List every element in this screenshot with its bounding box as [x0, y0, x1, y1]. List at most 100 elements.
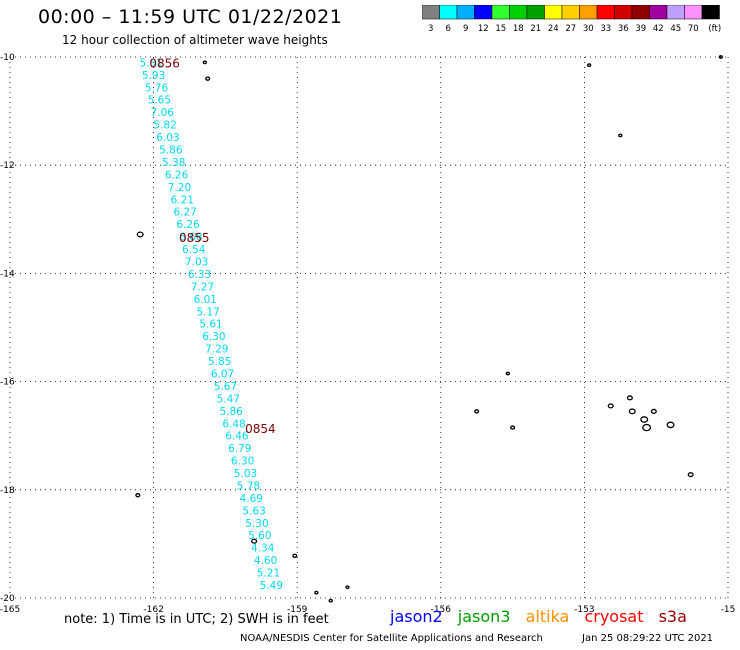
island-outline — [135, 493, 141, 498]
wave-height-value: 6.48 — [222, 418, 245, 430]
legend-label: 6 — [446, 24, 451, 34]
wave-height-value: 6.30 — [202, 331, 225, 343]
wave-height-value: 6.01 — [194, 294, 217, 306]
legend-label: 33 — [600, 24, 611, 34]
island-outline — [618, 133, 623, 138]
map-subtitle: 12 hour collection of altimeter wave hei… — [62, 33, 328, 47]
y-tick-label: -18 — [0, 486, 15, 496]
wave-height-value: 5.49 — [260, 580, 283, 592]
wave-height-value: 4.69 — [240, 493, 263, 505]
x-tick-label: -162 — [143, 605, 163, 615]
legend-label: 18 — [513, 24, 524, 34]
legend-label: 24 — [548, 24, 559, 34]
satellite-legend: jason2 jason3 altika cryosat s3a — [390, 607, 697, 626]
pass-time-label: 0856 — [149, 56, 180, 70]
wave-height-value: 7.06 — [151, 107, 175, 119]
wave-height-value: 5.30 — [245, 518, 268, 530]
satellite-jason3: jason3 — [457, 607, 511, 626]
legend-label: 15 — [495, 24, 506, 34]
island-outline — [666, 421, 675, 429]
y-tick-label: -10 — [0, 53, 15, 63]
generated-timestamp: Jan 25 08:29:22 UTC 2021 — [582, 633, 714, 644]
wave-height-value: 6.46 — [225, 431, 249, 443]
legend-label: 21 — [530, 24, 541, 34]
wave-height-value: 6.68 — [179, 232, 202, 244]
y-tick-label: -16 — [0, 378, 15, 388]
legend-label: (ft) — [708, 24, 721, 34]
wave-height-value: 5.93 — [142, 70, 165, 82]
footer-note: note: 1) Time is in UTC; 2) SWH is in fe… — [64, 612, 329, 627]
island-outline — [251, 538, 258, 544]
legend-label: 39 — [635, 24, 646, 34]
island-outline — [314, 590, 319, 595]
island-outline — [607, 403, 614, 409]
wave-height-value: 6.26 — [176, 219, 200, 231]
pass-time-label: 0854 — [245, 422, 276, 436]
satellite-altika: altika — [525, 607, 570, 626]
x-tick-label: -15 — [721, 605, 736, 615]
island-outline — [292, 553, 298, 558]
x-tick-label: -165 — [0, 605, 20, 615]
wave-height-value: 7.03 — [185, 256, 208, 268]
satellite-cryosat: cryosat — [584, 607, 644, 626]
wave-height-value: 5.03 — [234, 468, 257, 480]
wave-height-value: 5.81 — [140, 57, 163, 69]
legend-label: 36 — [618, 24, 629, 34]
wave-height-value: 6.33 — [188, 269, 211, 281]
legend-label: 9 — [463, 24, 468, 34]
wave-height-value: 5.17 — [196, 306, 219, 318]
legend-label: 12 — [478, 24, 489, 34]
island-outline — [205, 76, 211, 81]
legend-swatch — [701, 5, 720, 20]
island-outline — [642, 423, 652, 432]
legend-label: 70 — [688, 24, 699, 34]
wave-height-value: 7.27 — [191, 281, 214, 293]
wave-height-value: 5.65 — [148, 95, 171, 107]
y-tick-label: -14 — [0, 269, 15, 279]
satellite-s3a: s3a — [658, 607, 687, 626]
island-outline — [510, 425, 516, 430]
wave-height-value: 5.86 — [159, 145, 183, 157]
wave-height-value: 7.20 — [168, 182, 191, 194]
x-tick-label: -156 — [431, 605, 452, 615]
island-outline — [345, 585, 350, 590]
island-outline — [687, 472, 694, 478]
x-tick-label: -153 — [574, 605, 594, 615]
wave-height-value: 5.85 — [208, 356, 231, 368]
island-outline — [474, 409, 480, 414]
island-outline — [650, 408, 657, 414]
legend-label: 45 — [670, 24, 681, 34]
wave-height-value: 5.78 — [237, 480, 260, 492]
y-tick-label: -20 — [0, 594, 15, 604]
wave-height-value: 6.21 — [171, 194, 194, 206]
legend-label: 30 — [583, 24, 594, 34]
wave-height-value: 6.26 — [165, 169, 189, 181]
island-outline — [640, 416, 649, 423]
credit-text: NOAA/NESDIS Center for Satellite Applica… — [240, 633, 543, 644]
legend-label: 27 — [565, 24, 576, 34]
wave-height-value: 5.38 — [162, 157, 185, 169]
pass-time-label: 0855 — [179, 231, 210, 245]
wave-height-value: 4.60 — [254, 555, 277, 567]
wave-height-value: 4.34 — [251, 543, 275, 555]
wave-height-value: 7.29 — [205, 344, 228, 356]
satellite-jason2: jason2 — [390, 607, 443, 626]
wave-height-value: 5.47 — [217, 393, 240, 405]
wave-height-value: 6.30 — [231, 456, 254, 468]
map-title: 00:00 – 11:59 UTC 01/22/2021 — [38, 6, 343, 28]
island-outline — [587, 63, 592, 67]
wave-height-value: 5.67 — [214, 381, 237, 393]
wave-height-value: 5.76 — [145, 82, 169, 94]
island-outline — [328, 598, 333, 603]
x-tick-label: -159 — [287, 605, 308, 615]
island-outline — [136, 231, 144, 238]
wave-height-value: 5.21 — [257, 568, 280, 580]
color-legend: 3 6 9 12 15 18 21 24 27 30 33 36 39 42 45 70 (ft) — [422, 5, 721, 34]
island-outline — [626, 395, 633, 401]
legend-label: 3 — [428, 24, 433, 34]
island-outline — [718, 55, 723, 59]
wave-height-value: 6.03 — [156, 132, 179, 144]
wave-height-value: 5.61 — [199, 319, 222, 331]
wave-height-value: 5.86 — [219, 406, 243, 418]
